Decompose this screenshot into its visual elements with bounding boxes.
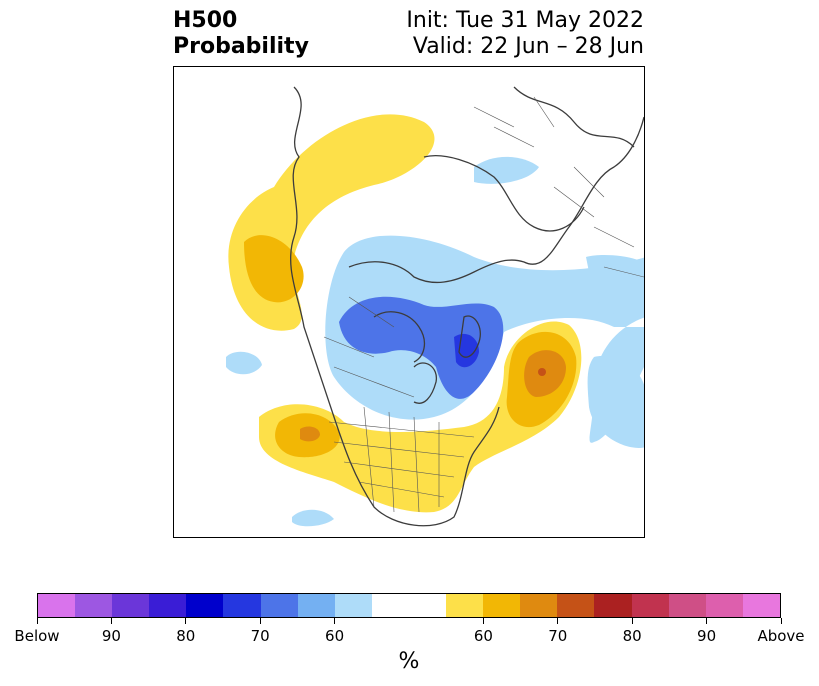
title-variable: H500 — [173, 8, 238, 33]
colorbar-tick-label: 90 — [697, 627, 717, 645]
coastlines — [290, 86, 644, 527]
colorbar-tick-label: 60 — [473, 627, 493, 645]
colorbar-tick-label: 80 — [176, 627, 196, 645]
colorbar-swatch — [668, 594, 706, 617]
colorbar-swatch — [557, 594, 595, 617]
colorbar-tick — [334, 618, 336, 624]
colorbar-swatch — [520, 594, 558, 617]
colorbar-swatch — [408, 594, 447, 617]
colorbar-tick — [557, 618, 559, 624]
colorbar-swatch — [149, 594, 187, 617]
colorbar-tick — [706, 618, 708, 624]
colorbar-swatch — [334, 594, 372, 617]
probability-map — [173, 66, 645, 538]
political-borders — [323, 96, 644, 513]
colorbar-swatch — [371, 594, 409, 617]
colorbar-swatch — [112, 594, 150, 617]
colorbar-unit: % — [398, 649, 420, 674]
colorbar-swatch — [705, 594, 743, 617]
colorbar-tick — [110, 618, 112, 624]
title-valid-range: Valid: 22 Jun – 28 Jun — [412, 34, 644, 59]
colorbar-tick-label: 90 — [101, 627, 121, 645]
colorbar-tick-label: 70 — [548, 627, 568, 645]
colorbar-tick — [780, 618, 782, 624]
colorbar-tick — [259, 618, 261, 624]
colorbar-swatch — [742, 594, 780, 617]
colorbar-tick-label: Above — [757, 627, 805, 645]
colorbar-swatch — [223, 594, 261, 617]
colorbar-tick-label: Below — [14, 627, 60, 645]
title-field: Probability — [173, 34, 309, 59]
map-title-left: H500 Probability — [173, 8, 309, 60]
above-normal-peak — [538, 368, 546, 376]
colorbar-tick — [185, 618, 187, 624]
below-normal-mid — [339, 296, 504, 399]
colorbar-tick — [482, 618, 484, 624]
colorbar-swatch — [75, 594, 113, 617]
colorbar-tick-label: 60 — [325, 627, 345, 645]
title-init-date: Init: Tue 31 May 2022 — [406, 8, 644, 33]
colorbar-tick-label: 70 — [250, 627, 270, 645]
colorbar-swatch — [297, 594, 335, 617]
colorbar-tick-label: 80 — [622, 627, 642, 645]
colorbar — [37, 593, 781, 618]
colorbar-swatch — [631, 594, 669, 617]
map-canvas — [226, 86, 644, 527]
colorbar-swatch — [483, 594, 521, 617]
map-title-right: Init: Tue 31 May 2022 Valid: 22 Jun – 28… — [406, 8, 644, 60]
colorbar-swatch — [260, 594, 298, 617]
colorbar-swatch — [186, 594, 224, 617]
colorbar-swatch — [38, 594, 76, 617]
colorbar-swatch — [446, 594, 484, 617]
colorbar-tick — [36, 618, 38, 624]
colorbar-tick — [631, 618, 633, 624]
colorbar-swatch — [594, 594, 632, 617]
